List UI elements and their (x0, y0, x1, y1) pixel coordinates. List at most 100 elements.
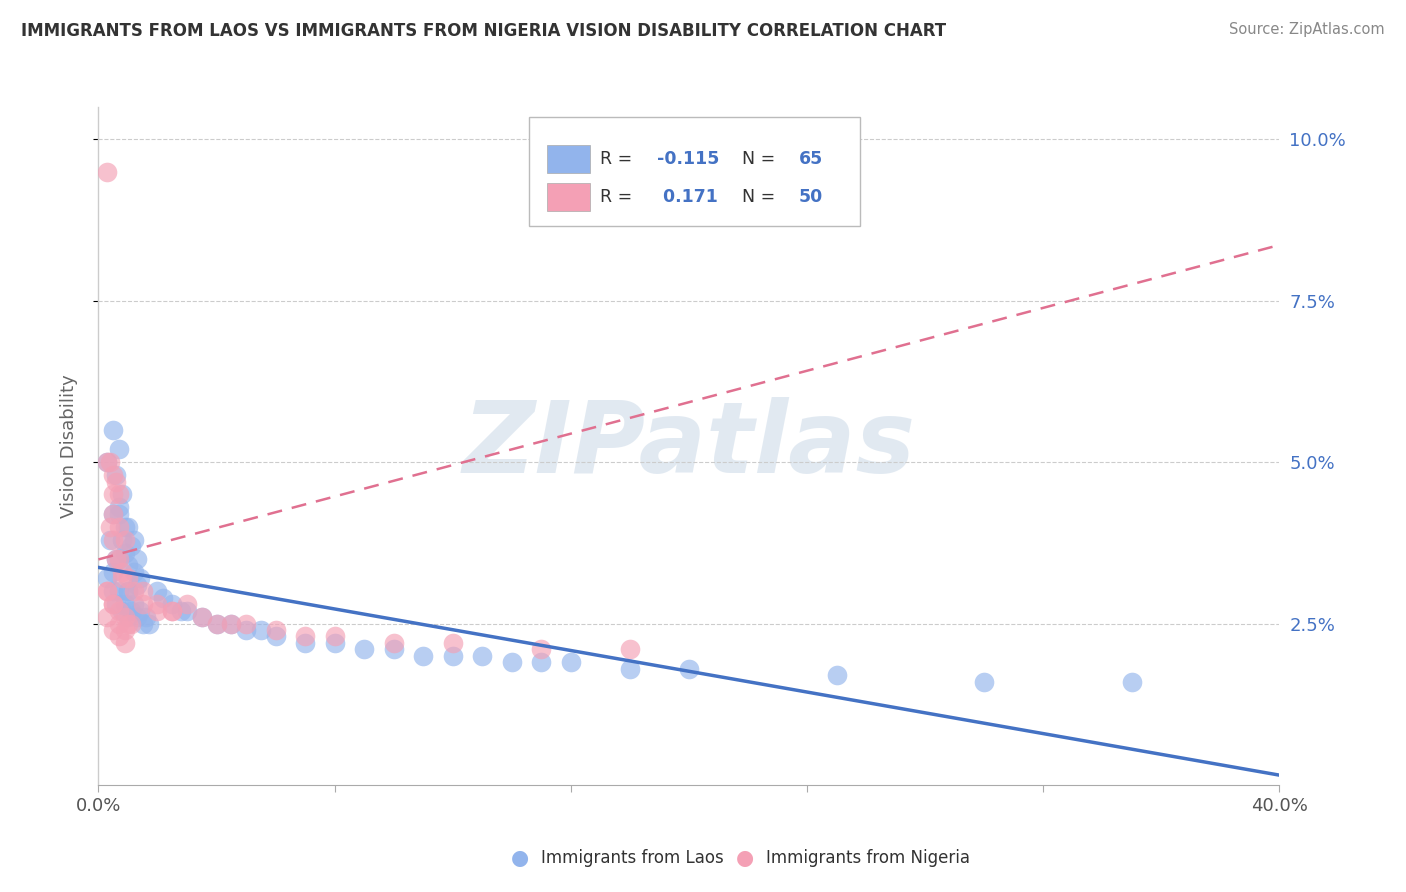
Text: Immigrants from Laos: Immigrants from Laos (541, 849, 724, 867)
Point (191, 610, 214, 624)
Point (103, 423, 125, 437)
Text: 65: 65 (799, 150, 823, 169)
Point (412, 648, 434, 663)
Text: Source: ZipAtlas.com: Source: ZipAtlas.com (1229, 22, 1385, 37)
Point (114, 533, 136, 547)
Point (250, 623, 273, 637)
Point (619, 642, 641, 657)
Point (114, 623, 136, 637)
Point (162, 604, 183, 618)
FancyBboxPatch shape (547, 183, 589, 211)
Point (125, 552, 148, 566)
Point (117, 571, 139, 585)
Point (122, 584, 145, 599)
Text: IMMIGRANTS FROM LAOS VS IMMIGRANTS FROM NIGERIA VISION DISABILITY CORRELATION CH: IMMIGRANTS FROM LAOS VS IMMIGRANTS FROM … (21, 22, 946, 40)
Point (501, 655, 523, 669)
Point (235, 616, 257, 631)
Text: ZIPatlas: ZIPatlas (463, 398, 915, 494)
Point (114, 519, 136, 533)
Point (117, 558, 139, 573)
Text: R =: R = (600, 150, 638, 169)
Point (103, 584, 125, 599)
Point (128, 604, 150, 618)
Point (294, 630, 316, 644)
Point (146, 604, 169, 618)
Point (162, 597, 183, 611)
Point (114, 636, 136, 650)
Point (103, 623, 125, 637)
Text: R =: R = (600, 188, 638, 206)
Point (219, 616, 242, 631)
Point (471, 648, 494, 663)
Point (146, 584, 169, 599)
Point (125, 610, 148, 624)
Point (122, 533, 145, 547)
Point (108, 552, 131, 566)
Point (105, 552, 128, 566)
Text: 50: 50 (799, 188, 823, 206)
Point (323, 630, 346, 644)
Point (353, 642, 375, 657)
Point (111, 571, 134, 585)
Text: N =: N = (742, 150, 780, 169)
Point (120, 616, 142, 631)
Point (170, 604, 193, 618)
Point (128, 571, 150, 585)
Point (122, 597, 145, 611)
Point (108, 442, 131, 457)
Point (96, 455, 118, 469)
Point (103, 533, 125, 547)
Point (120, 539, 142, 553)
Point (108, 604, 131, 618)
Point (264, 630, 287, 644)
Point (125, 578, 148, 592)
Point (205, 616, 228, 631)
Point (108, 487, 131, 501)
Point (117, 616, 139, 631)
Point (111, 604, 134, 618)
Text: 0.171: 0.171 (657, 188, 718, 206)
Point (103, 507, 125, 521)
Point (105, 597, 128, 611)
Point (441, 636, 464, 650)
Point (108, 630, 131, 644)
Point (132, 616, 155, 631)
Point (219, 616, 242, 631)
Point (103, 487, 125, 501)
Point (146, 597, 169, 611)
Point (138, 616, 160, 631)
Point (132, 584, 155, 599)
Text: ●: ● (512, 848, 529, 868)
Point (108, 616, 131, 631)
Point (108, 500, 131, 515)
Point (294, 636, 316, 650)
Point (1121, 674, 1143, 689)
Point (114, 610, 136, 624)
Point (530, 642, 553, 657)
Point (96, 571, 118, 585)
Point (111, 487, 134, 501)
Text: ●: ● (737, 848, 754, 868)
Point (103, 597, 125, 611)
FancyBboxPatch shape (547, 145, 589, 173)
Point (122, 565, 145, 579)
Point (560, 655, 582, 669)
Point (441, 648, 464, 663)
Point (105, 552, 128, 566)
Point (973, 674, 995, 689)
Y-axis label: Vision Disability: Vision Disability (59, 374, 77, 518)
Point (108, 519, 131, 533)
Point (176, 604, 198, 618)
Point (111, 565, 134, 579)
Point (530, 655, 553, 669)
Point (103, 565, 125, 579)
Point (96, 455, 118, 469)
Point (678, 662, 700, 676)
Point (205, 616, 228, 631)
Point (191, 610, 214, 624)
Point (135, 610, 157, 624)
Point (96, 164, 118, 178)
Point (111, 533, 134, 547)
Point (117, 584, 139, 599)
Point (235, 623, 257, 637)
